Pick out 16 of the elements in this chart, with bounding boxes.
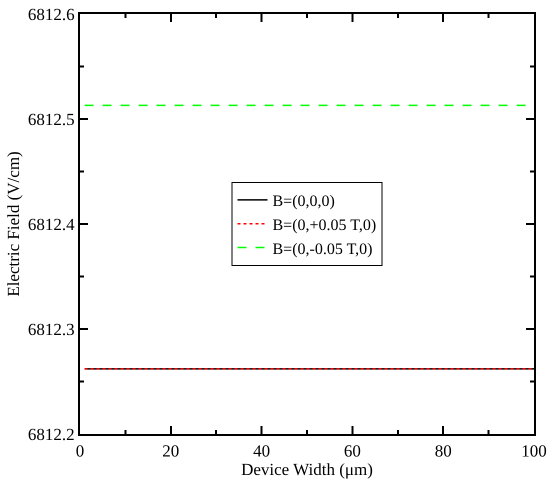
- x-tick-label: 40: [253, 441, 270, 460]
- y-axis-title: Electric Field (V/cm): [4, 151, 23, 297]
- legend-label: B=(0,+0.05 T,0): [272, 216, 376, 234]
- y-tick-label: 6812.6: [28, 4, 75, 24]
- y-tick-label: 6812.5: [28, 110, 75, 129]
- x-tick-label: 100: [521, 441, 547, 460]
- x-tick-label: 0: [76, 441, 84, 460]
- y-tick-label: 6812.4: [28, 214, 76, 234]
- legend-label: B=(0,0,0): [272, 193, 335, 210]
- x-axis-title: Device Width (μm): [241, 460, 373, 479]
- y-tick-label: 6812.3: [28, 320, 75, 339]
- x-tick-label: 80: [434, 441, 452, 460]
- x-tick-label: 60: [344, 441, 361, 460]
- legend-label: B=(0,-0.05 T,0): [272, 240, 372, 258]
- y-tick-label: 6812.2: [28, 424, 75, 444]
- x-tick-label: 20: [162, 441, 180, 460]
